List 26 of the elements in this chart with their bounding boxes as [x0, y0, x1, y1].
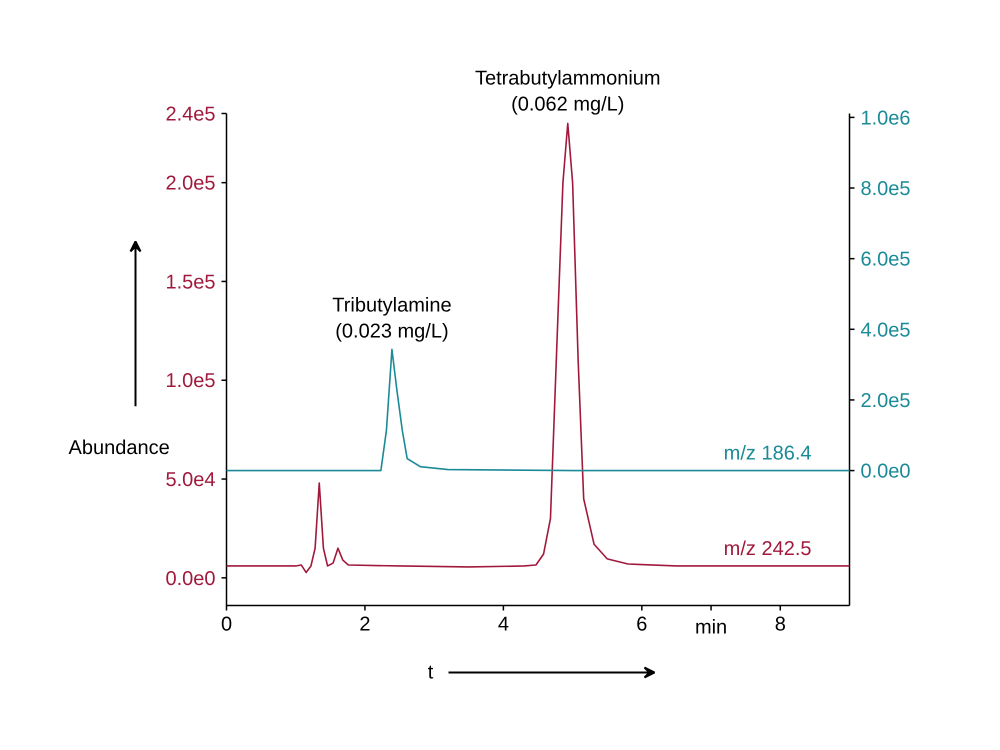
x-tick-label: min [694, 616, 728, 638]
series-label: m/z 186.4 [724, 442, 812, 465]
y-tick-label: 5.0e4 [165, 469, 216, 492]
y-tick-label: 2.4e5 [165, 104, 216, 126]
annotation: Tributylamine (0.023 mg/L) [332, 294, 452, 343]
x-tick-label: 8 [774, 614, 786, 636]
y2-tick-label: 2.0e5 [860, 390, 911, 412]
x-axis-title: t [428, 662, 434, 684]
y-tick-label: 0.0e0 [165, 568, 216, 590]
y2-tick-label: 4.0e5 [860, 319, 911, 342]
line-series [226, 122, 850, 574]
series-label: m/z 242.5 [724, 538, 812, 560]
x-tick-label: 6 [636, 614, 648, 636]
y2-tick-label: 0.0e0 [860, 460, 911, 483]
y-tick-label: 1.5e5 [165, 271, 216, 294]
y-tick-label: 1.0e5 [165, 370, 216, 392]
x-tick-label: 4 [498, 614, 509, 636]
y2-tick-label: 8.0e5 [860, 178, 911, 200]
line-series [226, 348, 850, 472]
x-tick-label: 0 [220, 614, 232, 636]
y2-tick-label: 1.0e6 [860, 107, 911, 130]
y-tick-label: 2.0e5 [165, 172, 216, 195]
y2-tick-label: 6.0e5 [860, 248, 911, 271]
x-tick-label: 2 [359, 614, 371, 636]
y-axis-title: Abundance [68, 437, 170, 460]
annotation: Tetrabutylammonium (0.062 mg/L) [474, 67, 661, 116]
